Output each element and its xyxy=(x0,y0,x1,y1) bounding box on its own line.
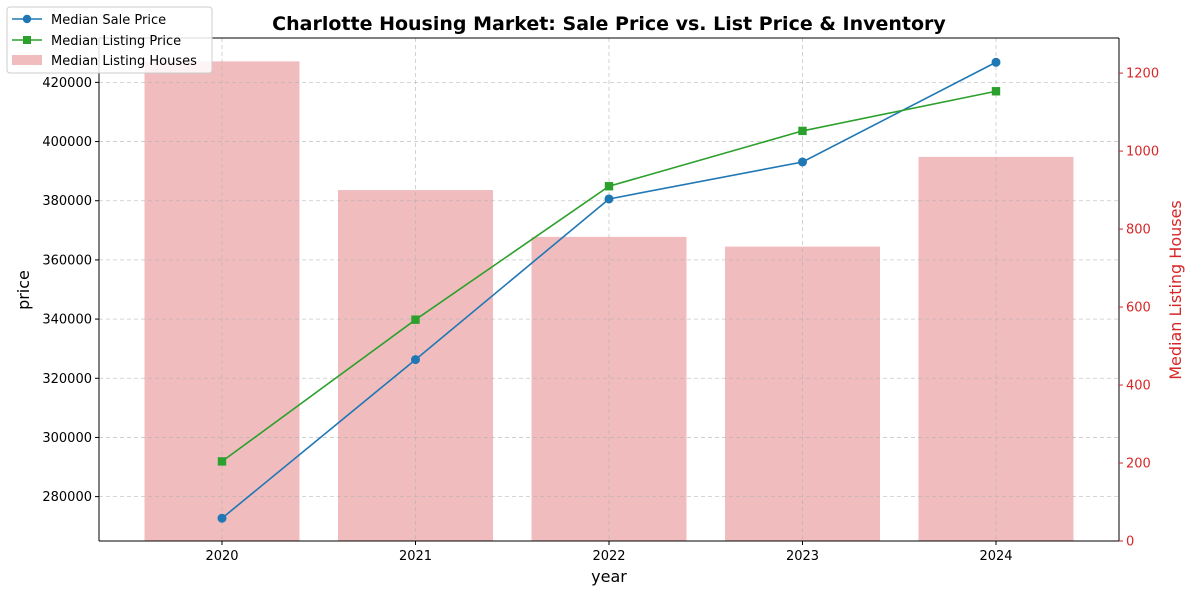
point-median-sale-price-2024 xyxy=(991,57,1001,67)
y-right-tick-label-1200: 1200 xyxy=(1126,67,1159,82)
point-median-listing-price-2022 xyxy=(604,182,614,191)
x-tick-label-2024: 2024 xyxy=(979,549,1012,564)
bar-2023 xyxy=(725,246,880,541)
y-tick-label-420000: 420000 xyxy=(42,76,92,91)
y-right-tick-label-200: 200 xyxy=(1126,457,1151,472)
legend-patch-listing-houses xyxy=(12,55,42,65)
legend-label-listing-price: Median Listing Price xyxy=(51,34,181,49)
x-axis-label: year xyxy=(591,567,627,586)
y-axis-right-ticks: 0 200 400 600 800 1000 1200 xyxy=(1119,67,1159,550)
line-series xyxy=(217,57,1001,523)
x-tick-label-2020: 2020 xyxy=(205,549,238,564)
y-tick-label-300000: 300000 xyxy=(42,431,92,446)
y-tick-label-320000: 320000 xyxy=(42,372,92,387)
y-axis-ticks: 280000 300000 320000 340000 360000 380000 4000… xyxy=(42,76,99,505)
y-right-tick-label-0: 0 xyxy=(1126,535,1134,550)
y-right-tick-label-800: 800 xyxy=(1126,223,1151,238)
point-median-listing-price-2021 xyxy=(411,315,420,324)
legend-label-listing-houses: Median Listing Houses xyxy=(51,54,197,69)
x-tick-label-2023: 2023 xyxy=(786,549,819,564)
legend-label-sale-price: Median Sale Price xyxy=(51,13,166,28)
y-right-tick-label-400: 400 xyxy=(1126,379,1151,394)
y-axis-right-label: Median Listing Houses xyxy=(1166,200,1185,380)
y-right-tick-label-1000: 1000 xyxy=(1126,145,1159,160)
y-right-tick-label-600: 600 xyxy=(1126,301,1151,316)
point-median-sale-price-2020 xyxy=(217,513,227,523)
point-median-listing-price-2020 xyxy=(217,457,227,466)
legend-marker-sale-price xyxy=(22,14,32,24)
point-median-sale-price-2022 xyxy=(604,194,614,204)
point-median-sale-price-2023 xyxy=(798,157,807,167)
y-tick-label-400000: 400000 xyxy=(42,135,92,150)
bar-2020 xyxy=(144,61,300,541)
legend-marker-listing-price xyxy=(23,36,31,44)
grid xyxy=(99,38,1119,541)
legend: Median Sale Price Median Listing Price M… xyxy=(6,6,213,74)
x-tick-label-2022: 2022 xyxy=(592,549,625,564)
x-tick-label-2021: 2021 xyxy=(399,549,432,564)
y-tick-label-340000: 340000 xyxy=(42,313,92,328)
y-tick-label-280000: 280000 xyxy=(42,490,92,505)
y-tick-label-380000: 380000 xyxy=(42,194,92,209)
point-median-listing-price-2024 xyxy=(991,87,1001,96)
legend-box xyxy=(6,6,213,74)
y-axis-label: price xyxy=(14,270,33,310)
chart-title: Charlotte Housing Market: Sale Price vs.… xyxy=(272,13,946,35)
x-axis-ticks: 2020 2021 2022 2023 2024 xyxy=(205,541,1013,564)
point-median-sale-price-2021 xyxy=(411,355,420,365)
y-tick-label-360000: 360000 xyxy=(42,253,92,268)
point-median-listing-price-2023 xyxy=(798,126,807,136)
